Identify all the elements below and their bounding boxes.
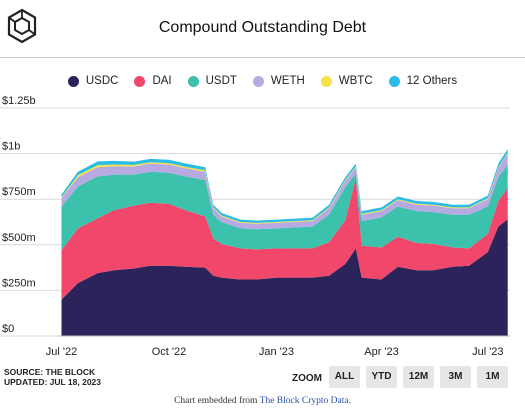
legend-item-wbtc[interactable]: WBTC	[320, 75, 373, 87]
x-tick-label: Oct '22	[152, 346, 187, 357]
zoom-1m-button[interactable]: 1M	[477, 366, 508, 388]
legend-swatch	[252, 75, 264, 87]
legend-item-others[interactable]: 12 Others	[388, 75, 458, 87]
zoom-all-button[interactable]: ALL	[329, 366, 360, 388]
area-series-usdt	[61, 164, 508, 251]
y-tick-label: $0	[2, 323, 14, 335]
chart-title: Compound Outstanding Debt	[158, 19, 367, 36]
legend-item-dai[interactable]: DAI	[134, 75, 172, 87]
zoom-12m-button[interactable]: 12M	[403, 366, 434, 388]
x-tick-label: Jul '22	[46, 346, 77, 357]
legend-swatch	[388, 75, 400, 87]
y-tick-label: $500m	[2, 232, 36, 244]
y-tick-label: $750m	[2, 186, 36, 198]
zoom-ytd-button[interactable]: YTD	[366, 366, 397, 388]
embed-credit: Chart embedded from The Block Crypto Dat…	[0, 396, 525, 406]
area-series-usdc	[61, 219, 508, 336]
legend-label: USDC	[85, 75, 119, 87]
credit-link[interactable]: The Block Crypto Data.	[259, 396, 351, 406]
zoom-3m-button[interactable]: 3M	[440, 366, 471, 388]
legend-item-weth[interactable]: WETH	[252, 75, 305, 87]
area-series-weth	[61, 153, 508, 230]
legend-swatch	[187, 75, 199, 87]
legend-label: WETH	[270, 75, 305, 87]
y-tick-label: $250m	[2, 277, 36, 289]
legend-item-usdc[interactable]: USDC	[67, 75, 119, 87]
x-tick-label: Jan '23	[259, 346, 294, 357]
updated-line: UPDATED: JUL 18, 2023	[4, 377, 101, 387]
y-tick-label: $1b	[2, 141, 20, 153]
legend: USDC DAI USDT WETH WBTC 12 Others	[0, 75, 525, 87]
legend-label: WBTC	[338, 75, 373, 87]
area-chart: $0 $250m $500m $750m $1b $1.25b Jul '22 Oct '22…	[0, 95, 510, 357]
legend-label: DAI	[152, 75, 172, 87]
credit-prefix: Chart embedded from	[174, 396, 260, 406]
source-info: SOURCE: THE BLOCK UPDATED: JUL 18, 2023	[4, 367, 101, 387]
area-series-dai	[61, 178, 508, 300]
y-tick-label: $1.25b	[2, 95, 36, 107]
legend-label: 12 Others	[406, 75, 458, 87]
header-divider	[0, 57, 525, 58]
x-tick-label: Apr '23	[364, 346, 399, 357]
legend-swatch	[134, 75, 146, 87]
source-line: SOURCE: THE BLOCK	[4, 367, 96, 377]
legend-swatch	[67, 75, 79, 87]
legend-item-usdt[interactable]: USDT	[187, 75, 237, 87]
the-block-logo-icon	[6, 8, 38, 44]
x-tick-label: Jul '23	[472, 346, 503, 357]
legend-label: USDT	[205, 75, 237, 87]
zoom-label: ZOOM	[292, 373, 322, 384]
legend-swatch	[320, 75, 332, 87]
